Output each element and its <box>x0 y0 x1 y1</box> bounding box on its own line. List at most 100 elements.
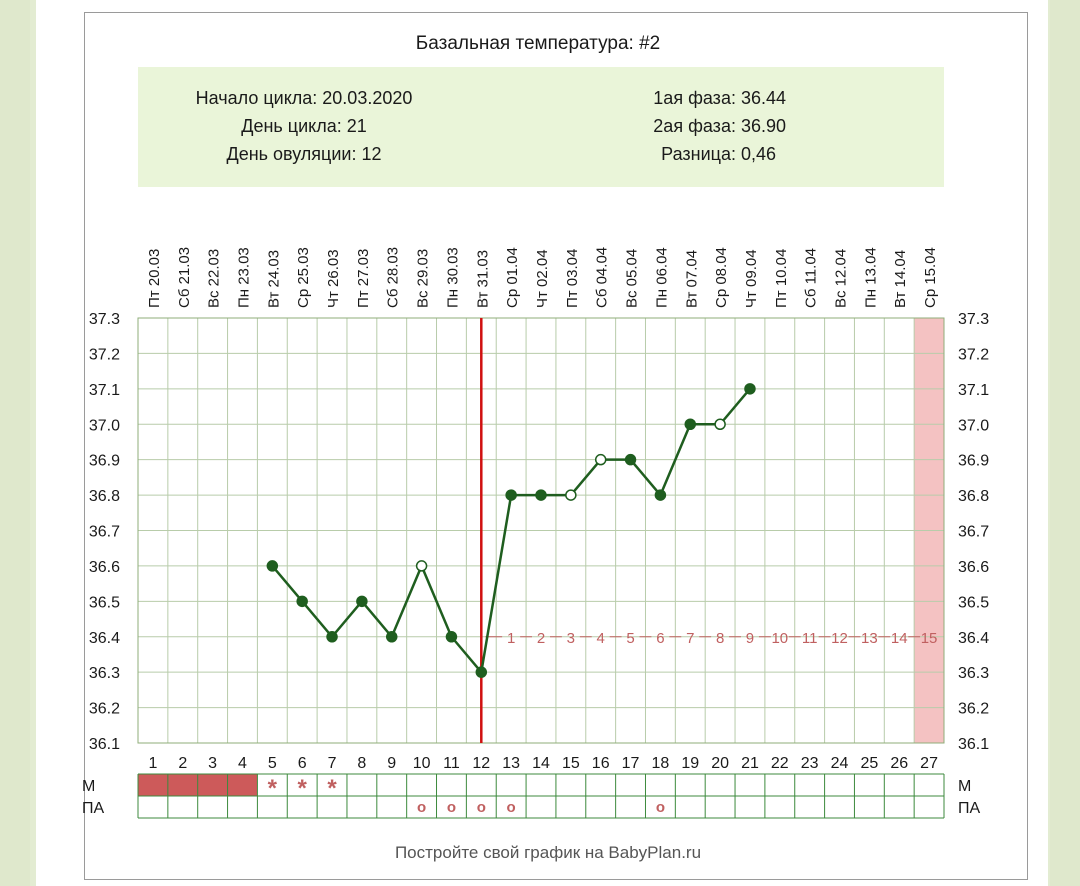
phase2-number: 3 <box>567 630 575 647</box>
cycle-day-label: 15 <box>562 755 580 772</box>
pa-mark: o <box>417 799 426 816</box>
y-tick-label-left: 36.7 <box>89 524 120 541</box>
date-label: Чт 09.04 <box>743 249 760 308</box>
footer-link-text[interactable]: Постройте свой график на BabyPlan.ru <box>395 843 701 862</box>
cycle-day-label: 11 <box>443 755 460 772</box>
cycle-day-label: 10 <box>413 755 431 772</box>
date-label: Пн 30.03 <box>444 247 461 308</box>
cycle-day-label: 16 <box>592 755 610 772</box>
cycle-day-label: 4 <box>238 755 247 772</box>
y-tick-label-right: 36.6 <box>958 559 989 576</box>
y-tick-label-left: 37.3 <box>89 311 120 328</box>
phase2-number: 7 <box>686 630 694 647</box>
y-tick-label-right: 36.3 <box>958 665 989 682</box>
date-label: Вс 22.03 <box>206 249 223 308</box>
date-label: Пн 13.04 <box>862 247 879 308</box>
y-tick-label-right: 36.1 <box>958 736 989 753</box>
date-label: Ср 25.03 <box>295 247 312 308</box>
y-tick-label-right: 36.9 <box>958 453 989 470</box>
difference-text: Разница: 0,46 <box>661 144 776 164</box>
date-label: Сб 21.03 <box>176 247 193 308</box>
y-tick-label-left: 36.8 <box>89 488 120 505</box>
cycle-day-label: 8 <box>357 755 366 772</box>
data-point <box>475 666 488 678</box>
date-label: Ср 15.04 <box>922 247 939 308</box>
phase2-number: 9 <box>746 630 754 647</box>
pa-mark: o <box>656 799 665 816</box>
grid-lines <box>137 317 945 744</box>
phase2-number: 14 <box>891 630 908 647</box>
phase2-text: 2ая фаза: 36.90 <box>653 116 786 136</box>
cycle-day-label: 24 <box>831 755 849 772</box>
data-point <box>326 631 338 643</box>
data-point <box>535 489 547 501</box>
date-label: Сб 04.04 <box>594 247 611 308</box>
cycle-day-label: 6 <box>298 755 307 772</box>
y-tick-label-left: 36.2 <box>89 701 120 718</box>
y-tick-label-right: 36.4 <box>958 630 989 647</box>
cycle-day-labels: 1 2 3 4 5 6 7 8 9 10 11 12 13 14 15 16 17 18 19 20 21 22 23 24 2… <box>148 755 938 772</box>
date-label: Вт 07.04 <box>683 250 700 308</box>
pa-mark: o <box>447 799 456 816</box>
date-label: Пт 20.03 <box>146 249 163 308</box>
y-tick-label-left: 36.6 <box>89 559 120 576</box>
data-point <box>266 560 279 572</box>
phase2-number: 15 <box>921 630 938 647</box>
row-label-m-left: М <box>82 778 95 795</box>
data-point <box>356 595 368 608</box>
y-axis-right: 37.3 37.2 37.1 37.0 36.9 36.8 36.7 36.6 36.5 36.4… <box>958 311 989 753</box>
data-point <box>505 489 517 501</box>
date-label: Чт 02.04 <box>534 249 551 308</box>
date-label: Пн 06.04 <box>653 247 670 308</box>
phase2-number: 12 <box>831 630 848 647</box>
row-label-pa-left: ПА <box>82 800 105 817</box>
date-label: Пт 27.03 <box>355 249 372 308</box>
date-label: Пн 23.03 <box>235 247 252 308</box>
m-mark: * <box>298 775 308 802</box>
date-label: Пт 10.04 <box>773 249 790 308</box>
y-tick-label-left: 37.1 <box>89 382 120 399</box>
phase2-number: 5 <box>626 630 634 647</box>
cycle-day-label: 19 <box>681 755 699 772</box>
right-background-strip <box>1050 0 1080 886</box>
phase2-number: 4 <box>597 630 605 647</box>
cycle-day-label: 25 <box>860 755 878 772</box>
y-tick-label-left: 36.3 <box>89 665 120 682</box>
row-label-m-right: М <box>958 778 971 795</box>
data-point-hollow <box>415 560 428 572</box>
date-label: Ср 01.04 <box>504 247 521 308</box>
cycle-day-label: 9 <box>387 755 396 772</box>
date-label: Вт 24.03 <box>265 250 282 308</box>
phase2-number: 1 <box>507 630 515 647</box>
y-tick-label-left: 36.5 <box>89 594 120 611</box>
y-tick-label-right: 37.3 <box>958 311 989 328</box>
cycle-day-label: 12 <box>472 755 490 772</box>
ovulation-day-text: День овуляции: 12 <box>227 144 382 164</box>
y-tick-label-left: 37.0 <box>89 417 120 434</box>
date-labels: Пт 20.03 Сб 21.03 Вс 22.03 Пн 23.03 Вт 24.03… <box>146 247 939 308</box>
data-point <box>654 489 667 501</box>
y-tick-label-right: 36.5 <box>958 594 989 611</box>
phase2-number: 6 <box>656 630 664 647</box>
plot-border <box>137 317 945 744</box>
date-label: Вс 12.04 <box>833 249 850 308</box>
data-point-hollow <box>594 453 607 466</box>
cycle-day-label: 7 <box>328 755 337 772</box>
phase2-number: 13 <box>861 630 878 647</box>
date-label: Вт 31.03 <box>474 250 491 308</box>
m-mark: * <box>268 775 278 802</box>
cycle-day-label: 14 <box>532 755 550 772</box>
marks-table: М ПА М ПА * * * o o o o o <box>82 773 981 819</box>
data-point <box>744 383 756 395</box>
row-label-pa-right: ПА <box>958 800 981 817</box>
date-label: Сб 28.03 <box>385 247 402 308</box>
y-axis-left: 37.3 37.2 37.1 37.0 36.9 36.8 36.7 36.6 36.5 36.4… <box>89 311 120 753</box>
temperature-series <box>266 383 756 678</box>
y-tick-label-right: 37.2 <box>958 346 989 363</box>
cycle-day-label: 18 <box>652 755 670 772</box>
date-label: Сб 11.04 <box>803 248 820 308</box>
data-point <box>385 631 398 643</box>
date-label: Чт 26.03 <box>325 249 342 308</box>
cycle-day-label: 3 <box>208 755 217 772</box>
data-point <box>624 453 637 466</box>
